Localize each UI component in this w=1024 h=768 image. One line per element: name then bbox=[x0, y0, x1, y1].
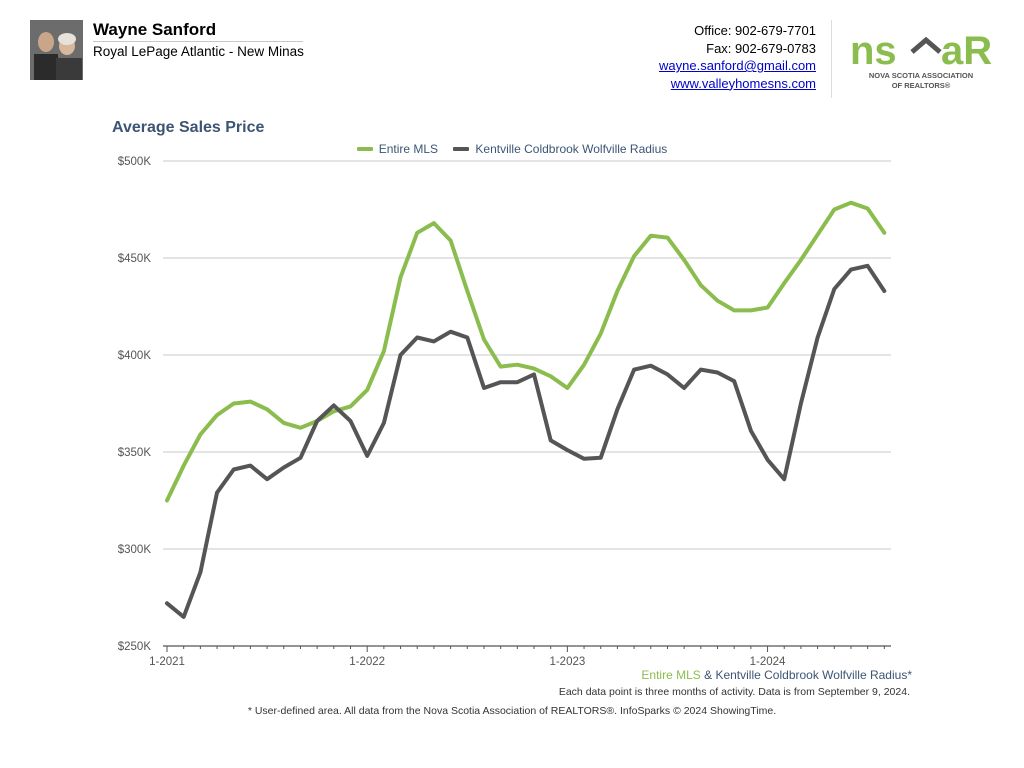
legend-item-entire-mls: Entire MLS bbox=[356, 142, 439, 156]
y-tick-label: $400K bbox=[118, 350, 152, 362]
series-line-radius bbox=[165, 263, 887, 619]
nsar-logo: ns aR NOVA SCOTIA ASSOCIATION OF REALTOR… bbox=[850, 29, 992, 90]
logo-line2: OF REALTORS® bbox=[892, 81, 951, 90]
logo-mark-left: ns bbox=[850, 29, 897, 73]
chart-legend: Entire MLS Kentville Coldbrook Wolfville… bbox=[0, 140, 1024, 156]
y-tick-label: $450K bbox=[118, 253, 152, 265]
footer-series-caption: Entire MLS & Kentville Coldbrook Wolfvil… bbox=[641, 668, 912, 682]
footer-series-gray: Kentville Coldbrook Wolfville Radius* bbox=[715, 668, 912, 682]
footer-disclaimer: * User-defined area. All data from the N… bbox=[247, 705, 777, 717]
x-tick-label: 1-2021 bbox=[149, 656, 185, 668]
footer-note: Each data point is three months of activ… bbox=[558, 686, 910, 698]
header-divider bbox=[831, 20, 832, 98]
logo-mark-right: aR bbox=[941, 29, 992, 73]
y-tick-label: $300K bbox=[118, 544, 152, 556]
y-tick-label: $500K bbox=[118, 156, 152, 168]
legend-label: Kentville Coldbrook Wolfville Radius bbox=[475, 142, 668, 156]
logo-line1: NOVA SCOTIA ASSOCIATION bbox=[869, 71, 973, 80]
chart-title: Average Sales Price bbox=[112, 119, 265, 136]
agent-name: Wayne Sanford bbox=[93, 20, 217, 39]
y-tick-label: $250K bbox=[118, 641, 152, 653]
agent-photo-image bbox=[30, 20, 83, 80]
agent-company: Royal LePage Atlantic - New Minas bbox=[93, 44, 304, 59]
agent-divider bbox=[93, 41, 303, 42]
footer-series-green: Entire MLS bbox=[641, 668, 701, 682]
website-link[interactable]: www.valleyhomesns.com bbox=[670, 75, 816, 91]
x-tick-label: 1-2022 bbox=[349, 656, 385, 668]
legend-item-radius: Kentville Coldbrook Wolfville Radius bbox=[453, 142, 667, 156]
house-roof-icon bbox=[910, 36, 942, 54]
office-phone: Office: 902-679-7701 bbox=[694, 23, 816, 38]
email-link[interactable]: wayne.sanford@gmail.com bbox=[659, 58, 816, 73]
x-tick-label: 1-2023 bbox=[549, 656, 585, 668]
legend-swatch-green bbox=[356, 147, 373, 151]
agent-photo bbox=[30, 20, 83, 80]
series-line-entire-mls bbox=[165, 200, 887, 503]
y-tick-label: $350K bbox=[118, 447, 152, 459]
legend-label: Entire MLS bbox=[378, 142, 439, 156]
x-tick-label: 1-2024 bbox=[750, 656, 786, 668]
footer-series-amp: & bbox=[700, 668, 716, 682]
contact-block: Office: 902-679-7701 Fax: 902-679-0783 w… bbox=[659, 22, 816, 92]
fax-number: Fax: 902-679-0783 bbox=[706, 40, 816, 56]
legend-swatch-gray bbox=[453, 147, 470, 151]
